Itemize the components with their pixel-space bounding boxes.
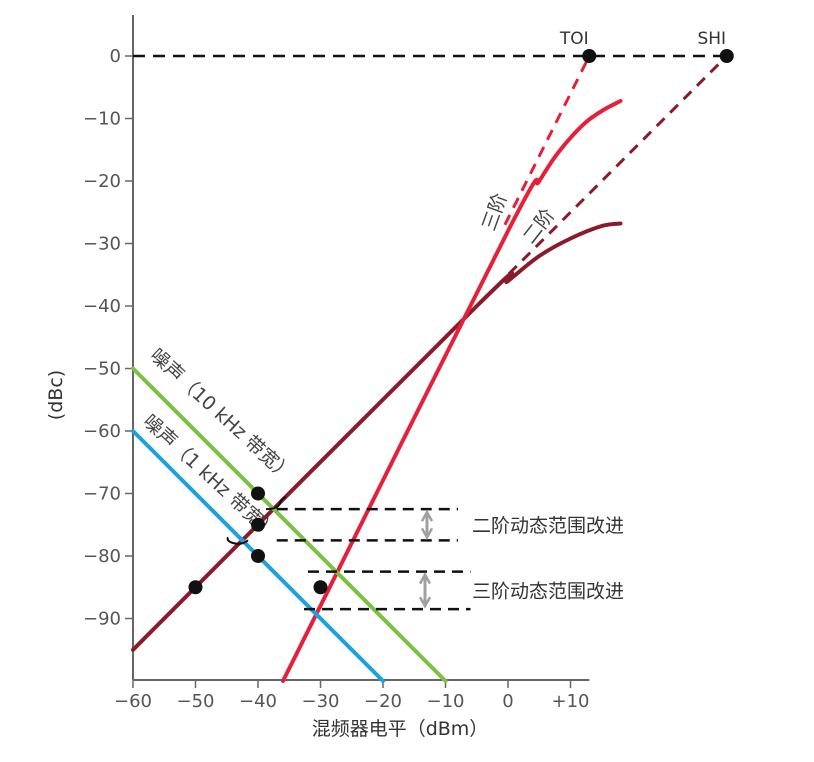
data-point xyxy=(313,580,328,595)
x-tick-label: 0 xyxy=(502,691,513,712)
series-line-second xyxy=(131,221,623,652)
brace-1khz xyxy=(226,536,249,545)
y-tick-label: −30 xyxy=(83,234,121,255)
improvement-arrow-head xyxy=(418,572,432,585)
brace-10khz xyxy=(265,496,287,511)
series-line-noise10 xyxy=(131,366,448,683)
x-tick-label: −40 xyxy=(239,691,277,712)
x-tick-label: +10 xyxy=(552,691,590,712)
improvement-arrow-head xyxy=(420,527,434,540)
series-extrapolation-second xyxy=(494,54,728,289)
y-tick-label: −70 xyxy=(83,484,121,505)
improvement-arrow-head xyxy=(420,509,434,522)
curve-label-third-order: 三阶 xyxy=(478,190,512,233)
axes-layer: 0 −10 −20 −30 −40 −50 −60 −70 −80 −90 −60 −50 −40 −30… xyxy=(83,15,590,712)
curve-label-second-order: 二阶 xyxy=(519,205,560,249)
data-point xyxy=(251,549,265,563)
x-tick-label: −50 xyxy=(177,691,215,712)
improvement-label: 二阶动态范围改进 xyxy=(472,515,624,537)
data-point xyxy=(188,580,203,595)
series-line-third xyxy=(281,99,623,683)
data-point xyxy=(251,517,265,532)
y-tick-label: −60 xyxy=(83,421,121,442)
point-label-toi: TOI xyxy=(559,29,589,49)
y-tick-label: −50 xyxy=(83,359,121,380)
improvement-label: 三阶动态范围改进 xyxy=(472,580,624,602)
y-tick-label: −90 xyxy=(83,609,121,630)
y-tick-label: −10 xyxy=(83,109,121,130)
data-point xyxy=(582,49,597,63)
x-tick-label: −60 xyxy=(114,691,152,712)
x-tick-label: −10 xyxy=(427,691,465,712)
series-extrapolation-third xyxy=(503,55,591,226)
improvement-arrow-head xyxy=(418,596,432,609)
point-label-shi: SHI xyxy=(697,29,726,49)
x-tick-label: −20 xyxy=(364,691,402,712)
y-axis-title: (dBc) xyxy=(45,370,67,420)
points-layer: TOI SHI xyxy=(188,29,734,595)
series-layer xyxy=(131,54,728,683)
x-axis-title: 混频器电平（dBm） xyxy=(312,718,489,740)
data-point xyxy=(719,49,734,63)
x-tick-label: −30 xyxy=(302,691,340,712)
data-point xyxy=(251,486,265,501)
y-tick-label: −40 xyxy=(83,296,121,317)
y-tick-label: −80 xyxy=(83,546,121,567)
y-tick-label: −20 xyxy=(83,171,121,192)
y-tick-label: 0 xyxy=(110,46,121,67)
